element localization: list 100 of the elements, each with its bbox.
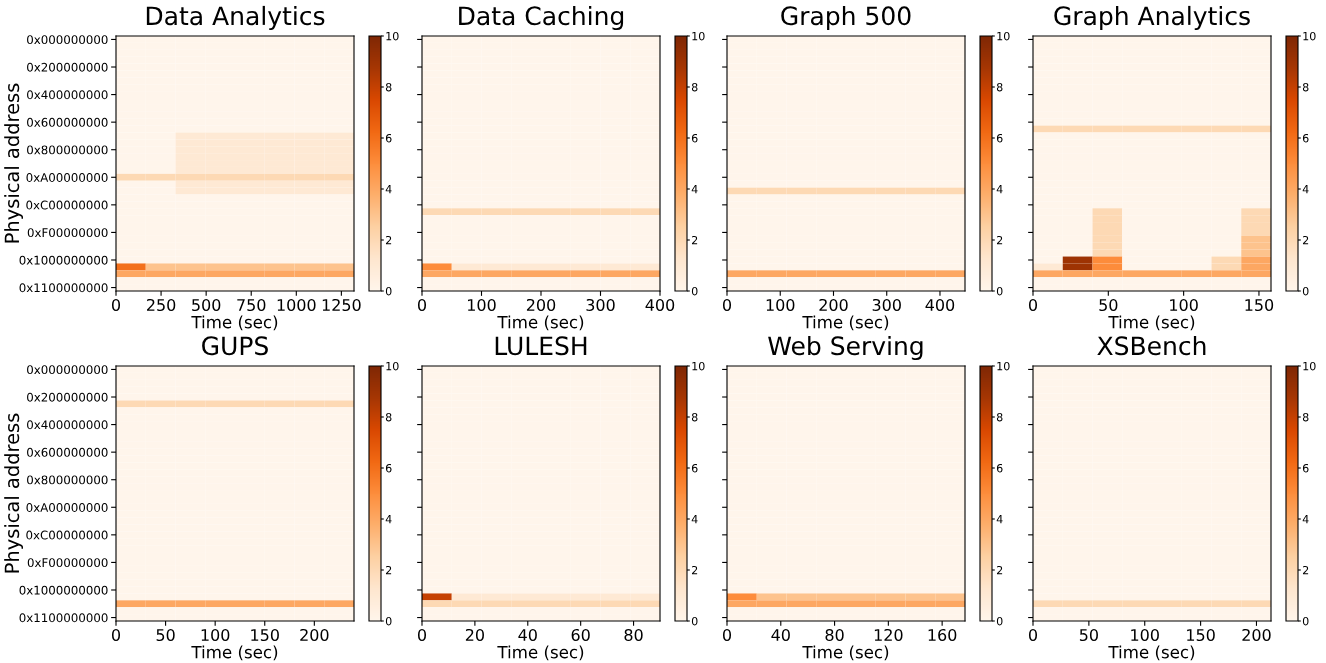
color-bar-label: 2 <box>996 565 1003 575</box>
chart-title: Web Serving <box>768 335 923 361</box>
y-tick-label: 0x200000000 <box>27 392 108 402</box>
x-tick-label: 100 <box>201 628 230 641</box>
y-tick-label: 0xA00000000 <box>26 173 108 182</box>
x-tick-label: 20 <box>465 628 484 641</box>
color-bar-label: 6 <box>691 463 698 473</box>
x-tick-label: 50 <box>1079 628 1098 641</box>
color-bar-label: 4 <box>996 515 1003 524</box>
color-bar-label: 8 <box>385 82 392 92</box>
chart-title: Graph Analytics <box>1054 5 1250 31</box>
color-bar-label: 4 <box>996 185 1003 194</box>
color-bar-label: 0 <box>996 286 1003 296</box>
color-bar-label: 2 <box>1302 235 1309 245</box>
x-tick-label: 0 <box>417 298 427 311</box>
y-tick-label: 0xA00000000 <box>26 503 108 512</box>
x-axis-title: Time (sec) <box>1108 645 1195 661</box>
color-bar-label: 0 <box>1302 286 1309 296</box>
color-bar-label: 6 <box>691 133 698 143</box>
x-tick-label: 60 <box>571 628 590 641</box>
y-tick-label: 0x1000000000 <box>19 255 108 265</box>
x-tick-label: 0 <box>722 628 732 641</box>
x-tick-label: 80 <box>825 628 844 641</box>
x-tick-label: 200 <box>1242 628 1271 641</box>
color-bar-label: 6 <box>996 463 1003 473</box>
x-tick-label: 40 <box>518 628 537 641</box>
color-bar-label: 6 <box>1302 133 1309 143</box>
color-bar-label: 6 <box>1302 463 1309 473</box>
color-bar-label: 10 <box>386 361 399 371</box>
color-bar-label: 10 <box>386 31 399 41</box>
x-axis-title: Time (sec) <box>802 645 889 661</box>
color-bar-label: 10 <box>997 361 1010 371</box>
y-tick-label: 0x200000000 <box>27 62 108 72</box>
x-tick-label: 150 <box>1187 628 1215 641</box>
x-tick-label: 40 <box>771 628 790 641</box>
color-bar-label: 0 <box>996 616 1003 626</box>
y-tick-label: 0xF00000000 <box>27 558 108 568</box>
color-bar-label: 4 <box>1302 185 1309 194</box>
color-bar-label: 0 <box>1302 616 1309 626</box>
color-bar-label: 0 <box>385 286 392 296</box>
x-tick-label: 0 <box>111 298 121 311</box>
x-tick-label: 0 <box>1028 628 1038 641</box>
y-tick-label: 0x000000000 <box>27 35 108 45</box>
x-tick-label: 200 <box>526 298 556 311</box>
y-tick-label: 0x1100000000 <box>19 613 108 623</box>
x-tick-label: 250 <box>147 298 176 311</box>
color-bar-label: 4 <box>385 185 392 194</box>
x-tick-label: 100 <box>468 298 496 311</box>
x-tick-label: 0 <box>111 628 121 641</box>
y-axis-title: Physical address <box>4 83 23 243</box>
y-tick-label: 0xC00000000 <box>26 530 108 540</box>
x-tick-label: 750 <box>237 298 266 311</box>
x-axis-title: Time (sec) <box>1108 315 1195 331</box>
chart-title: Data Analytics <box>146 5 325 31</box>
x-tick-label: 80 <box>624 628 643 641</box>
color-bar-label: 10 <box>997 31 1010 41</box>
y-tick-label: 0x600000000 <box>27 117 108 127</box>
color-bar-label: 4 <box>691 515 698 524</box>
color-bar-label: 4 <box>1302 515 1309 524</box>
x-tick-label: 50 <box>1099 298 1118 311</box>
y-tick-label: 0x400000000 <box>27 420 108 430</box>
color-bar-label: 10 <box>692 361 705 371</box>
x-tick-label: 400 <box>645 298 675 311</box>
color-bar-label: 8 <box>1302 82 1309 92</box>
color-bar-label: 6 <box>385 463 392 473</box>
y-tick-label: 0x1000000000 <box>19 585 108 595</box>
color-bar-label: 10 <box>1303 361 1316 371</box>
x-tick-label: 120 <box>874 628 903 641</box>
chart-title: LULESH <box>495 336 587 356</box>
y-axis-title: Physical address <box>4 413 23 573</box>
color-bar-label: 2 <box>1302 565 1309 575</box>
y-tick-label: 0x800000000 <box>27 145 108 155</box>
color-bar-label: 8 <box>691 412 698 422</box>
x-axis-title: Time (sec) <box>497 315 584 331</box>
y-tick-label: 0x400000000 <box>27 90 108 100</box>
color-bar-label: 6 <box>996 133 1003 143</box>
y-tick-label: 0x600000000 <box>27 447 108 457</box>
x-tick-label: 150 <box>1245 298 1274 311</box>
x-axis-title: Time (sec) <box>802 315 889 331</box>
x-tick-label: 150 <box>251 628 279 641</box>
chart-title: GUPS <box>202 336 268 356</box>
y-tick-label: 0x800000000 <box>27 475 108 485</box>
x-tick-label: 0 <box>1028 298 1038 311</box>
x-axis-title: Time (sec) <box>497 645 584 661</box>
x-tick-label: 160 <box>928 628 957 641</box>
x-tick-label: 100 <box>1170 298 1198 311</box>
x-tick-label: 0 <box>722 298 732 311</box>
color-bar-label: 8 <box>691 82 698 92</box>
color-bar-label: 8 <box>1302 412 1309 422</box>
x-tick-label: 100 <box>766 298 795 311</box>
y-tick-label: 0x000000000 <box>27 365 108 375</box>
color-bar-label: 10 <box>692 31 705 41</box>
color-bar-label: 0 <box>691 286 698 296</box>
x-tick-label: 1250 <box>322 298 361 311</box>
x-tick-label: 0 <box>417 628 427 641</box>
x-axis-title: Time (sec) <box>191 315 278 331</box>
y-tick-label: 0x1100000000 <box>19 283 108 293</box>
x-tick-label: 200 <box>300 628 329 641</box>
color-bar-label: 2 <box>385 235 392 245</box>
color-bar-label: 4 <box>385 515 392 524</box>
